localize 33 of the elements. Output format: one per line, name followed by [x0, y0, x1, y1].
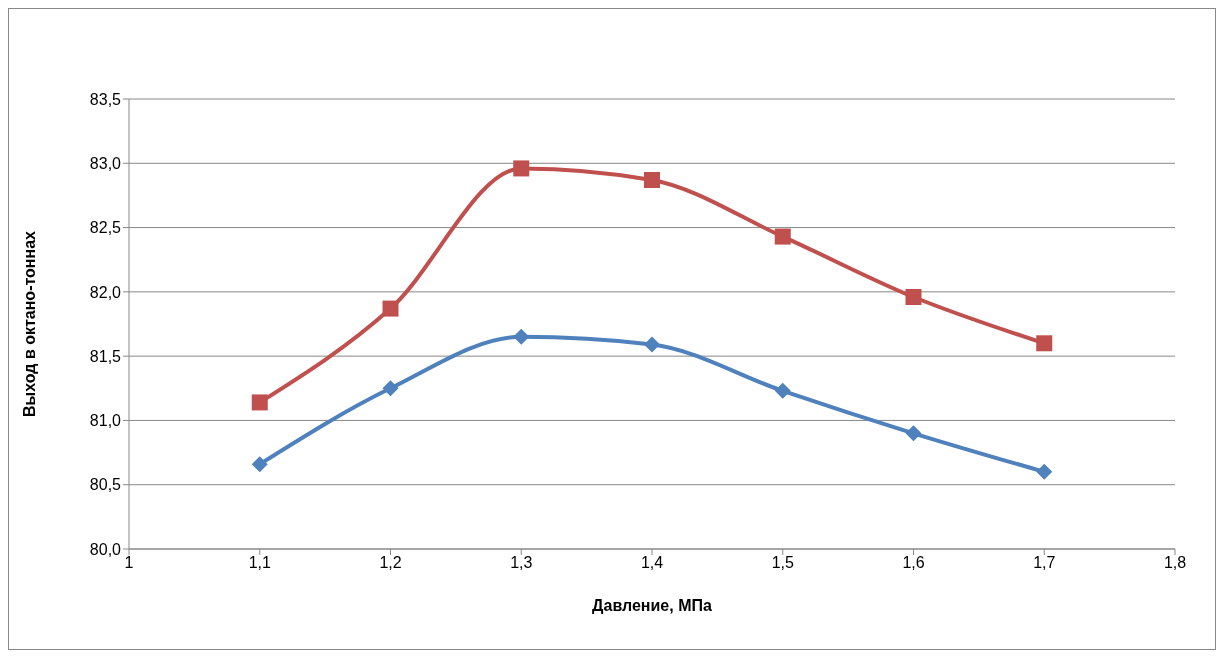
x-tick-label: 1,8: [1163, 554, 1187, 572]
y-tick-label: 82,0: [89, 283, 122, 301]
x-tick-label: 1,7: [1033, 554, 1056, 572]
y-tick-label: 81,0: [89, 412, 122, 430]
x-tick-label: 1: [124, 554, 134, 572]
point: [905, 425, 922, 442]
point: [774, 382, 791, 399]
y-axis-title: Выход в октано-тоннах: [20, 230, 38, 417]
point: [251, 456, 268, 473]
x-axis-title: Давление, МПа: [592, 597, 712, 614]
point: [644, 336, 660, 353]
y-tick-label: 81,5: [89, 347, 122, 365]
y-tick-label: 83,0: [89, 154, 122, 172]
y-tick-label: 80,5: [89, 476, 122, 494]
point: [774, 228, 791, 245]
x-tick-label: 1,1: [248, 554, 271, 572]
point: [644, 172, 660, 188]
y-tick-label: 83,5: [89, 90, 122, 108]
x-tick-label: 1,2: [379, 554, 402, 572]
point: [382, 300, 399, 317]
point: [513, 328, 530, 345]
x-tick-label: 1,6: [902, 554, 925, 572]
point: [1036, 335, 1053, 352]
point: [905, 289, 922, 305]
y-tick-label: 82,5: [89, 219, 122, 237]
point: [513, 160, 530, 177]
point: [382, 380, 399, 397]
x-tick-label: 1,4: [640, 554, 664, 572]
x-tick-label: 1,3: [510, 554, 533, 572]
y-tick-label: 80,0: [89, 540, 122, 558]
point: [251, 394, 268, 411]
x-tick-label: 1,5: [771, 554, 794, 572]
point: [1036, 463, 1053, 480]
